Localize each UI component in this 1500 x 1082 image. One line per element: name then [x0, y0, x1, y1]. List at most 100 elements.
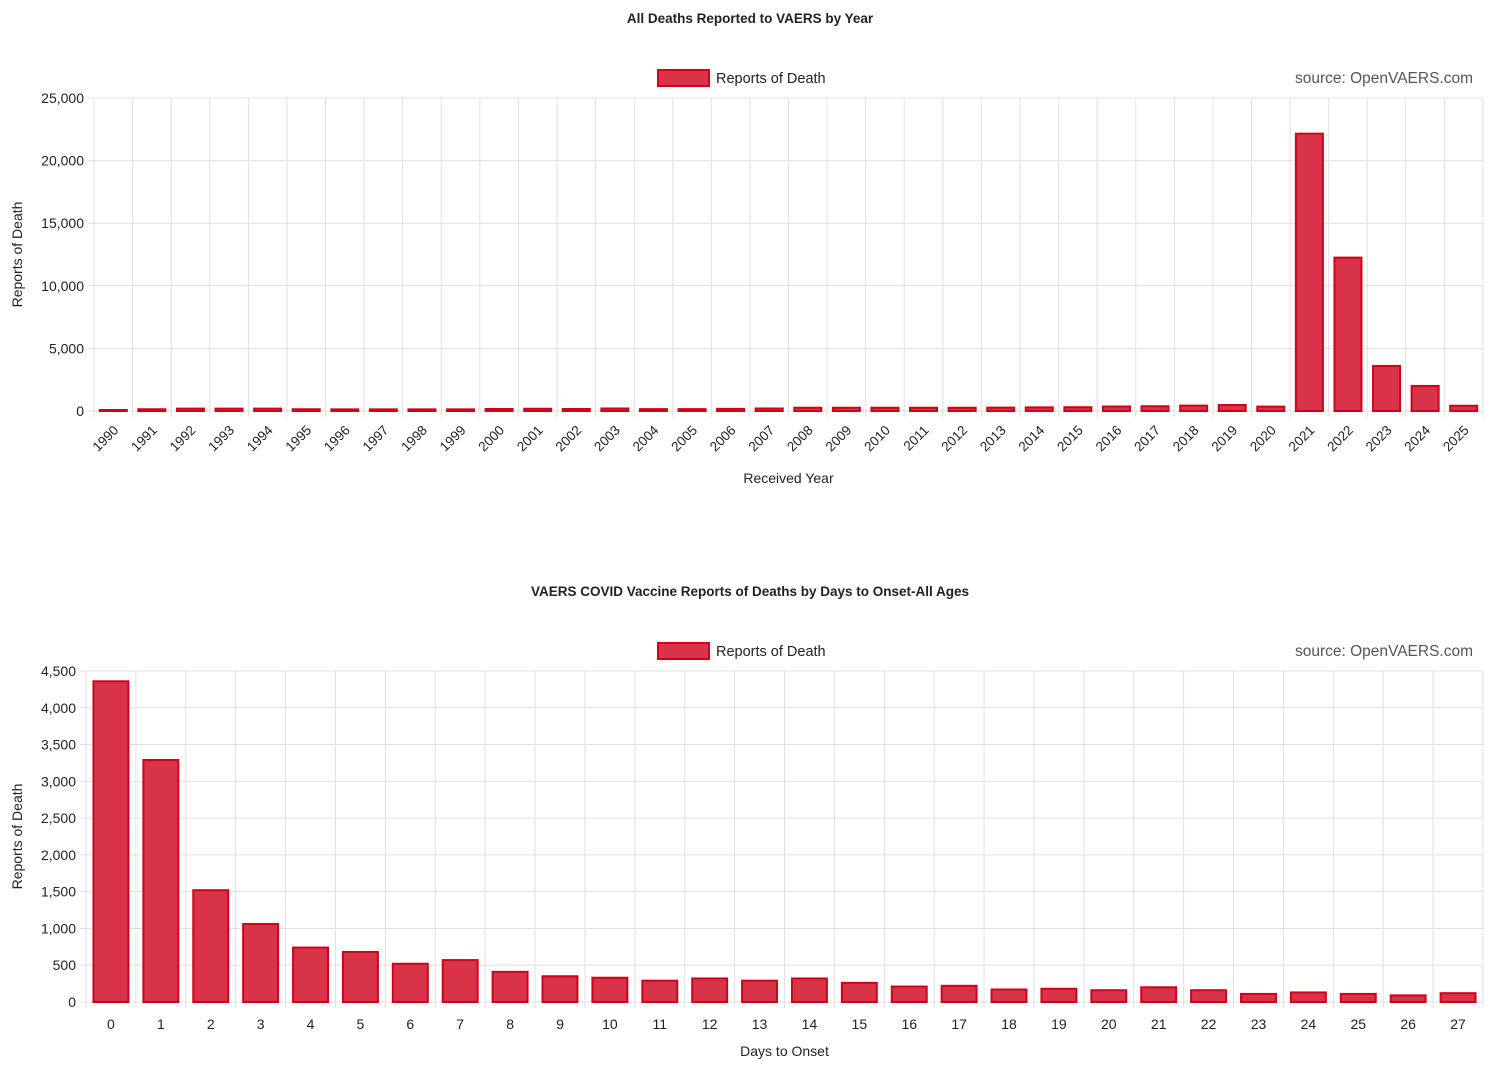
x-tick-label: 2010 — [861, 423, 893, 455]
x-tick-label: 2012 — [938, 423, 970, 455]
chart-title: VAERS COVID Vaccine Reports of Deaths by… — [530, 584, 970, 599]
legend-label: Reports of Death — [716, 644, 826, 660]
bar — [909, 406, 939, 413]
x-tick-label: 6 — [406, 1016, 414, 1032]
chart-deaths-by-days-to-onset: VAERS COVID Vaccine Reports of Deaths by… — [0, 573, 1500, 1073]
bar — [600, 407, 630, 413]
y-tick-label: 10,000 — [41, 278, 84, 294]
x-tick-label: 1992 — [167, 423, 199, 455]
bar — [1439, 992, 1477, 1004]
bar — [1333, 256, 1363, 412]
bar — [1190, 989, 1228, 1003]
x-tick-label: 2011 — [901, 423, 932, 454]
bar — [1140, 405, 1170, 413]
x-tick-label: 1994 — [244, 422, 276, 454]
bar — [541, 975, 579, 1003]
x-tick-label: 1999 — [437, 423, 469, 455]
x-tick-label: 2016 — [1093, 423, 1125, 455]
bar — [947, 406, 977, 413]
y-tick-label: 2,000 — [41, 847, 76, 863]
bar — [491, 970, 529, 1004]
bar — [890, 985, 928, 1004]
bar — [1240, 992, 1277, 1003]
legend-swatch — [657, 69, 710, 87]
x-tick-label: 2013 — [977, 423, 1009, 455]
bar — [1372, 364, 1402, 413]
y-tick-label: 1,000 — [41, 920, 76, 936]
bar — [1063, 406, 1093, 412]
bar — [638, 408, 668, 413]
y-tick-label: 25,000 — [41, 90, 84, 106]
x-tick-label: 20 — [1101, 1016, 1117, 1032]
y-tick-label: 0 — [68, 994, 76, 1010]
y-tick-label: 15,000 — [41, 215, 84, 231]
bar — [1449, 404, 1479, 413]
bar — [368, 408, 398, 413]
bar — [990, 988, 1028, 1003]
x-tick-label: 2004 — [630, 422, 662, 454]
x-tick-label: 2 — [207, 1016, 215, 1032]
x-tick-label: 12 — [702, 1016, 718, 1032]
x-tick-label: 13 — [752, 1016, 768, 1032]
x-tick-label: 2024 — [1401, 422, 1433, 454]
y-tick-label: 5,000 — [49, 340, 84, 356]
bar — [291, 408, 321, 412]
bar — [1040, 987, 1078, 1004]
x-tick-label: 2002 — [553, 423, 585, 455]
bar — [641, 979, 679, 1003]
legend-swatch — [657, 642, 710, 660]
y-tick-label: 3,000 — [41, 773, 76, 789]
bar — [677, 408, 707, 413]
x-tick-label: 2015 — [1054, 423, 1086, 455]
y-tick-label: 20,000 — [41, 153, 84, 169]
bar — [716, 407, 746, 413]
x-tick-label: 1 — [157, 1016, 165, 1032]
y-tick-label: 2,500 — [41, 810, 76, 826]
source-label: source: OpenVAERS.com — [1295, 643, 1473, 660]
y-tick-label: 3,500 — [41, 737, 76, 753]
x-tick-label: 16 — [901, 1016, 917, 1032]
x-tick-label: 2022 — [1324, 423, 1356, 455]
x-tick-label: 18 — [1001, 1016, 1017, 1032]
x-tick-label: 2019 — [1208, 423, 1240, 455]
x-tick-label: 2006 — [707, 423, 739, 455]
bar — [790, 977, 828, 1003]
bar — [484, 407, 514, 412]
bar — [591, 976, 629, 1003]
bar — [330, 408, 360, 413]
bar — [192, 889, 230, 1003]
bar — [292, 946, 329, 1003]
x-tick-label: 23 — [1251, 1016, 1267, 1032]
x-tick-label: 1993 — [205, 423, 237, 455]
bar — [1140, 986, 1178, 1003]
chart-deaths-by-year: All Deaths Reported to VAERS by Year 0 5,… — [0, 0, 1500, 520]
bar — [92, 680, 130, 1003]
x-tick-label: 5 — [357, 1016, 365, 1032]
x-tick-label: 2000 — [475, 423, 507, 455]
x-tick-label: 2017 — [1131, 423, 1163, 455]
bar — [98, 409, 128, 412]
bar — [1289, 991, 1327, 1003]
bar — [1294, 132, 1324, 412]
bar — [840, 981, 878, 1003]
x-tick-label: 14 — [802, 1016, 818, 1032]
y-tick-label: 1,500 — [41, 884, 76, 900]
y-tick-label: 500 — [53, 957, 77, 973]
source-label: source: OpenVAERS.com — [1295, 70, 1473, 87]
bar — [1410, 384, 1440, 412]
bar — [741, 979, 779, 1003]
x-tick-label: 3 — [257, 1016, 265, 1032]
bar — [754, 407, 784, 413]
x-tick-label: 1998 — [398, 423, 430, 455]
bar — [561, 407, 591, 412]
x-tick-label: 1997 — [360, 423, 392, 455]
x-tick-label: 2014 — [1016, 422, 1048, 454]
x-tick-label: 2007 — [745, 423, 777, 455]
x-tick-label: 27 — [1450, 1016, 1466, 1032]
bar — [1339, 992, 1377, 1003]
x-tick-label: 2009 — [823, 423, 855, 455]
x-tick-label: 1996 — [321, 423, 353, 455]
bar — [691, 977, 729, 1003]
x-tick-label: 0 — [107, 1016, 115, 1032]
